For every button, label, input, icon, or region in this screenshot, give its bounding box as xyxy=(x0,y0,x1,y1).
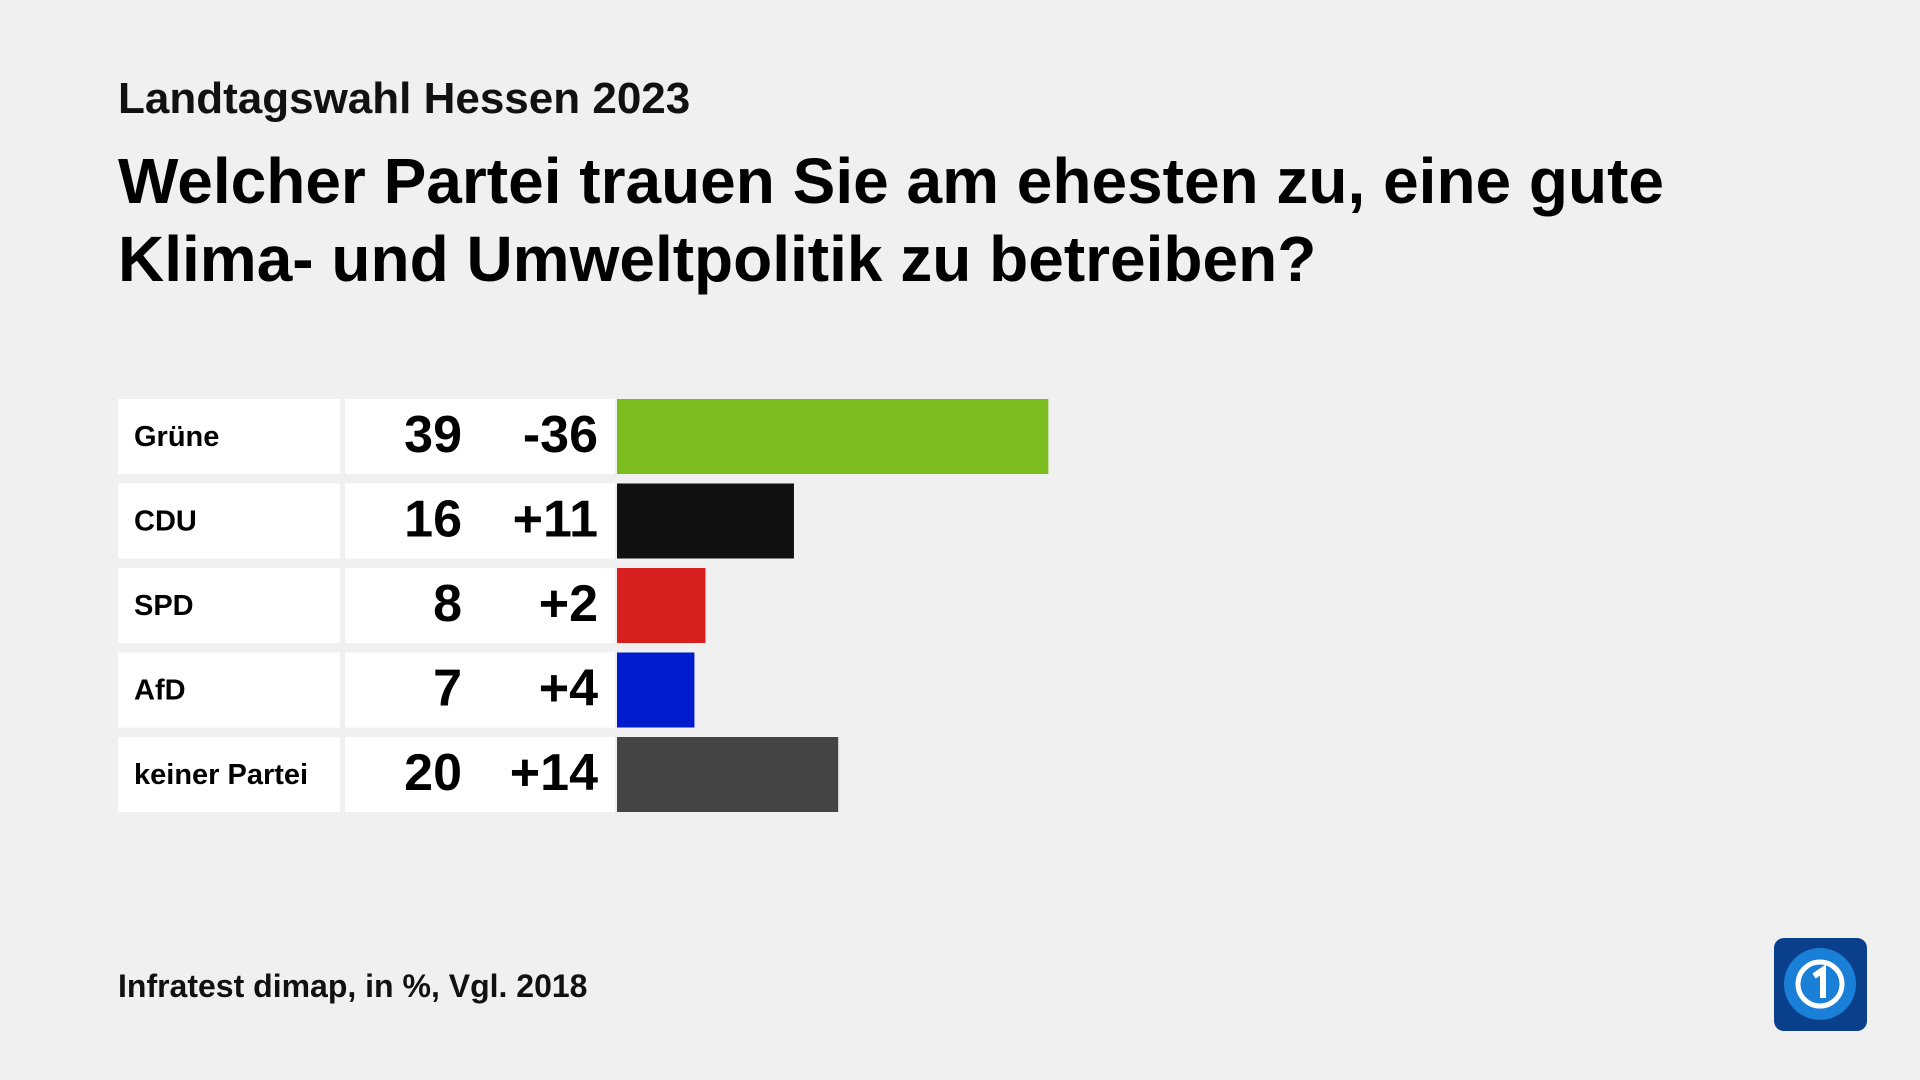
logo xyxy=(1774,938,1867,1031)
value-label: 39 xyxy=(404,406,462,464)
category-label: AfD xyxy=(134,675,186,707)
bar xyxy=(617,399,1049,474)
value-label: 7 xyxy=(433,660,462,718)
value-label: 16 xyxy=(404,491,462,549)
bar xyxy=(617,568,706,643)
subtitle: Landtagswahl Hessen 2023 xyxy=(118,74,691,123)
bar xyxy=(617,737,839,812)
number-cell xyxy=(345,568,615,643)
label-cell xyxy=(118,483,340,559)
category-label: Grüne xyxy=(134,421,219,453)
source: Infratest dimap, in %, Vgl. 2018 xyxy=(118,968,588,1004)
change-label: +2 xyxy=(539,575,598,633)
change-label: -36 xyxy=(523,406,598,464)
label-cell xyxy=(118,399,340,474)
chart-title: Welcher Partei trauen Sie am ehesten zu,… xyxy=(118,145,1664,295)
category-label: CDU xyxy=(134,506,197,538)
number-cell xyxy=(345,483,615,559)
bar xyxy=(617,652,695,728)
number-cell xyxy=(345,399,615,474)
category-label: SPD xyxy=(134,590,194,622)
label-cell xyxy=(118,737,340,812)
value-label: 8 xyxy=(433,575,462,633)
label-cell xyxy=(118,652,340,728)
number-cell xyxy=(345,737,615,812)
category-label: keiner Partei xyxy=(134,759,308,791)
number-cell xyxy=(345,652,615,728)
change-label: +14 xyxy=(510,744,598,802)
value-label: 20 xyxy=(404,744,462,802)
change-label: +4 xyxy=(539,660,598,718)
label-cell xyxy=(118,568,340,643)
change-label: +11 xyxy=(513,491,598,549)
bar xyxy=(617,483,794,559)
